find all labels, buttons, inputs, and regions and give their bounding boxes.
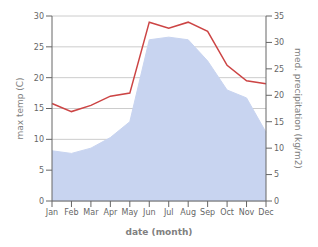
svg-text:Jan: Jan (45, 208, 58, 217)
svg-text:25: 25 (34, 43, 44, 52)
svg-text:Nov: Nov (239, 208, 255, 217)
svg-text:med. precipitation (kg/m2): med. precipitation (kg/m2) (293, 48, 303, 169)
svg-text:30: 30 (274, 38, 284, 47)
svg-text:0: 0 (39, 197, 44, 206)
svg-text:35: 35 (274, 12, 284, 21)
svg-text:Oct: Oct (220, 208, 234, 217)
svg-text:Jul: Jul (163, 208, 174, 217)
svg-text:5: 5 (39, 166, 44, 175)
svg-text:max temp (C): max temp (C) (15, 77, 25, 139)
svg-text:15: 15 (274, 118, 284, 127)
svg-text:10: 10 (274, 144, 284, 153)
svg-text:20: 20 (274, 91, 284, 100)
svg-text:15: 15 (34, 104, 44, 113)
svg-text:May: May (122, 208, 139, 217)
svg-text:Apr: Apr (103, 208, 118, 217)
svg-text:25: 25 (274, 65, 284, 74)
svg-text:5: 5 (274, 170, 279, 179)
svg-text:Jun: Jun (142, 208, 156, 217)
svg-text:Feb: Feb (64, 208, 78, 217)
svg-text:date (month): date (month) (126, 227, 193, 237)
svg-text:0: 0 (274, 197, 279, 206)
svg-text:Aug: Aug (180, 208, 196, 217)
svg-text:Mar: Mar (83, 208, 99, 217)
svg-text:20: 20 (34, 74, 44, 83)
svg-text:30: 30 (34, 12, 44, 21)
svg-text:Sep: Sep (200, 208, 215, 217)
svg-text:Dec: Dec (258, 208, 273, 217)
svg-text:10: 10 (34, 135, 44, 144)
